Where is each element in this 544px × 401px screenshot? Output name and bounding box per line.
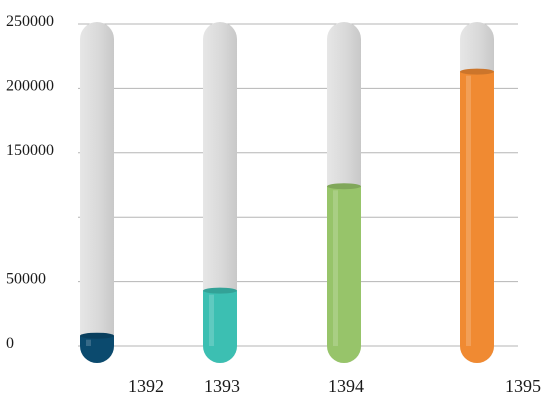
bar-1393: [203, 290, 237, 363]
bar-highlight: [333, 190, 338, 346]
bar-highlight: [86, 339, 91, 346]
y-tick-label: 250000: [6, 13, 54, 30]
y-tick-label: 150000: [6, 142, 54, 159]
y-axis-ticks: 0 50000 150000 200000 250000: [6, 13, 54, 352]
bar-track: [203, 22, 237, 363]
x-tick-label: 1394: [328, 376, 364, 396]
x-tick-label: 1392: [128, 376, 164, 396]
bar-cap: [80, 332, 114, 339]
bar-cap: [460, 68, 494, 75]
bar-highlight: [209, 294, 214, 346]
bar-1395: [460, 71, 494, 363]
bars: [80, 22, 494, 363]
x-tick-label: 1395: [505, 376, 541, 396]
y-tick-label: 50000: [6, 271, 46, 288]
grid-lines: [78, 23, 518, 347]
x-axis-labels: 1392 1393 1394 1395: [128, 376, 541, 396]
y-tick-label: 0: [6, 335, 14, 352]
bar-track: [80, 22, 114, 363]
bar-cap: [203, 287, 237, 294]
x-tick-label: 1393: [204, 376, 240, 396]
bar-1394: [327, 186, 361, 363]
bar-cap: [327, 183, 361, 190]
y-tick-label: 200000: [6, 77, 54, 94]
bar-highlight: [466, 75, 471, 346]
bar-1392: [80, 335, 114, 363]
